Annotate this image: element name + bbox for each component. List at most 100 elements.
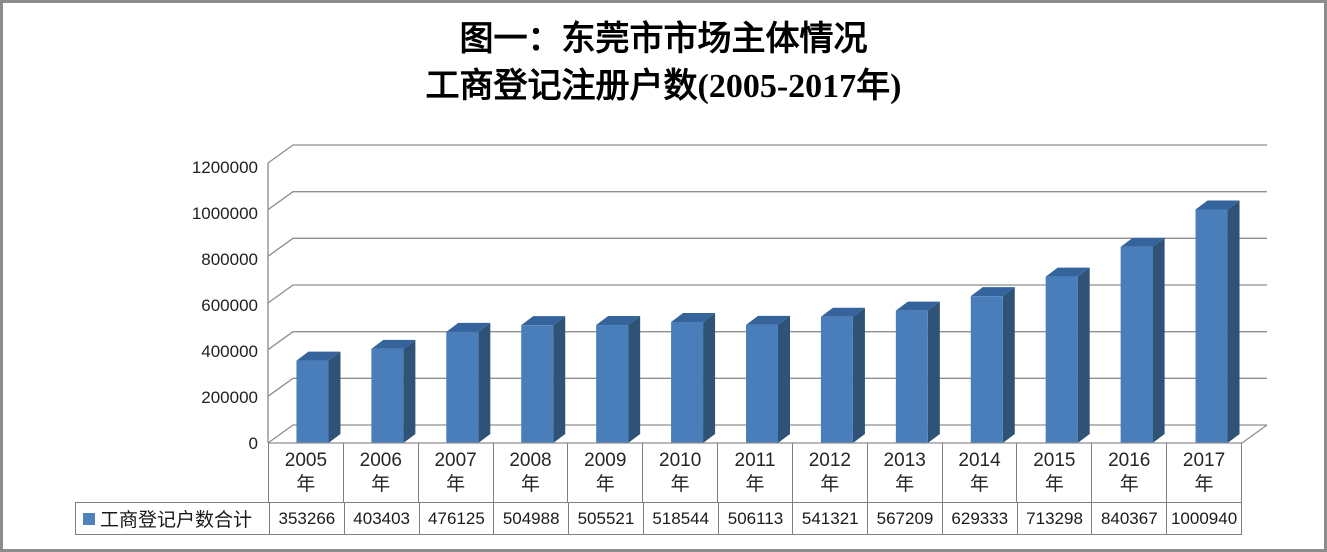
legend-color-swatch-icon [83, 512, 95, 525]
y-axis-label: 1200000 [192, 158, 258, 177]
gridline [267, 190, 1267, 211]
bar-top-face [671, 313, 716, 323]
gridline [267, 144, 1267, 164]
gridline [267, 330, 1267, 351]
bar-side-face [328, 351, 341, 443]
floor-right-edge [1241, 424, 1268, 444]
value-cell: 504988 [493, 503, 568, 534]
bar-front-face [446, 331, 479, 443]
category-axis: 2005 年 2006 年 2007 年 2008 年 2009 年 2010 年 2011 年 2012 年… [268, 443, 1242, 502]
category-label: 2005 年 [268, 443, 343, 502]
y-axis-label: 200000 [201, 388, 258, 407]
y-axis-label: 600000 [201, 296, 258, 315]
category-label: 2007 年 [417, 443, 493, 502]
chart-title: 图一：东莞市市场主体情况 [459, 21, 868, 58]
gridline [267, 377, 1267, 397]
category-label: 2012 年 [791, 443, 867, 502]
value-cell: 506113 [717, 503, 793, 534]
bar-front-face [895, 310, 928, 443]
bar-2008年 [521, 316, 566, 443]
value-cell: 505521 [568, 503, 643, 534]
bar-top-face [296, 351, 341, 361]
category-label: 2015 年 [1016, 443, 1091, 502]
bar-2015年 [1045, 267, 1090, 443]
category-label: 2017 年 [1166, 443, 1241, 502]
bar-front-face [521, 325, 554, 443]
bar-top-face [820, 307, 865, 317]
y-axis-label: 0 [249, 434, 258, 453]
y-axis-label: 400000 [201, 342, 258, 361]
bar-2013年 [895, 301, 940, 443]
bar-2011年 [746, 315, 790, 443]
category-label: 2014 年 [941, 443, 1017, 502]
bar-front-face [746, 324, 778, 443]
value-cell: 840367 [1091, 503, 1166, 534]
bar-front-face [371, 348, 404, 443]
bar-top-face [521, 316, 566, 326]
chart-subtitle: 工商登记注册户数(2005-2017年) [425, 68, 902, 105]
bar-top-face [746, 315, 790, 325]
category-label: 2008 年 [492, 443, 568, 502]
bar-top-face [1120, 237, 1165, 247]
bar-top-face [446, 322, 491, 332]
bar-2016年 [1120, 237, 1165, 443]
bar-front-face [296, 360, 329, 443]
bar-top-face [970, 287, 1015, 297]
bar-side-face [778, 315, 790, 443]
bar-front-face [596, 325, 629, 443]
data-table: 工商登记户数合计 353266 403403 476125 504988 505521 5… [75, 502, 1242, 535]
bar-2005年 [296, 351, 341, 443]
bar-front-face [1045, 276, 1078, 443]
bar-top-face [1195, 200, 1240, 210]
bar-front-face [970, 296, 1003, 443]
category-label: 2010 年 [642, 443, 717, 502]
value-cell: 1000940 [1166, 503, 1241, 534]
bar-side-face [1077, 267, 1090, 443]
value-cell: 629333 [941, 503, 1017, 534]
y-axis-label: 1000000 [192, 204, 258, 223]
gridline [267, 284, 1267, 304]
category-label: 2009 年 [567, 443, 642, 502]
bar-front-face [671, 322, 704, 443]
category-label: 2006 年 [342, 443, 418, 502]
bar-top-face [596, 316, 641, 326]
bar-front-face [1195, 209, 1228, 443]
bar-top-face [1045, 267, 1090, 277]
bar-side-face [852, 307, 865, 443]
category-label: 2016 年 [1091, 443, 1166, 502]
bar-front-face [820, 316, 853, 443]
bar-side-face [1152, 237, 1165, 443]
category-label: 2013 年 [866, 443, 942, 502]
value-cell: 541321 [792, 503, 867, 534]
bar-2012年 [820, 307, 865, 443]
chart-title-block: 图一：东莞市市场主体情况 工商登记注册户数(2005-2017年) [0, 16, 1327, 110]
bar-2007年 [446, 322, 491, 443]
category-label: 2011 年 [717, 443, 792, 502]
bar-side-face [1002, 287, 1015, 443]
bar-2017年 [1195, 200, 1240, 443]
bar-top-face [895, 301, 940, 311]
bar-front-face [1120, 246, 1153, 443]
bar-side-face [1227, 200, 1240, 443]
y-axis-label: 800000 [201, 250, 258, 269]
bar-side-face [703, 313, 716, 443]
legend-label: 工商登记户数合计 [100, 510, 253, 531]
bar-2006年 [371, 339, 416, 443]
bar-2014年 [970, 287, 1015, 443]
bar-side-face [403, 339, 416, 443]
value-cell: 403403 [343, 503, 419, 534]
bar-2009年 [596, 316, 641, 443]
value-cell: 713298 [1016, 503, 1092, 534]
legend-key: 工商登记户数合计 [76, 503, 269, 534]
bar-top-face [371, 339, 416, 349]
bar-side-face [553, 316, 566, 443]
bar-side-face [478, 322, 491, 443]
bar-side-face [628, 316, 641, 443]
gridline [267, 424, 1267, 444]
gridline [267, 237, 1267, 257]
bar-side-face [927, 301, 940, 443]
value-cell: 476125 [418, 503, 494, 534]
value-cell: 518544 [642, 503, 718, 534]
